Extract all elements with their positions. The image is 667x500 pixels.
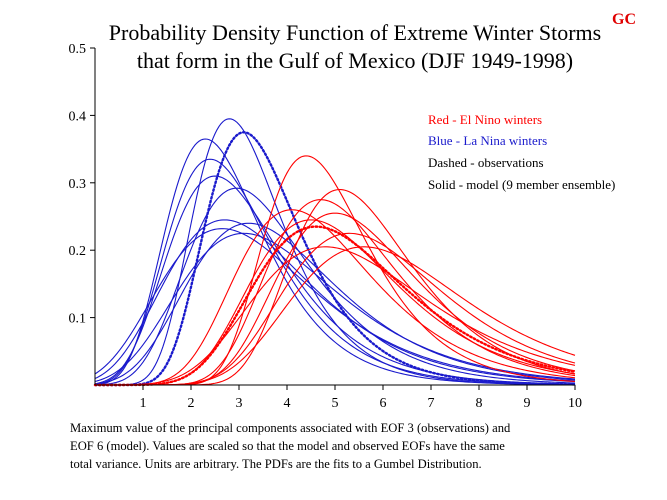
series-la-nina-model-9 xyxy=(94,228,576,382)
x-tick-label-8: 8 xyxy=(476,396,483,411)
series-la-nina-model-6 xyxy=(94,219,576,383)
x-tick-label-2: 2 xyxy=(188,396,195,411)
caption-line-3: total variance. Units are arbitrary. The… xyxy=(70,457,482,471)
series-el-nino-model-6 xyxy=(95,219,576,386)
chart-title-line-2: that form in the Gulf of Mexico (DJF 194… xyxy=(137,48,573,73)
y-tick-label-0.1: 0.1 xyxy=(69,312,87,327)
series-la-nina-model-2 xyxy=(95,118,576,386)
x-tick-label-1: 1 xyxy=(140,396,147,411)
series-la-nina-observed xyxy=(93,131,577,387)
y-tick-label-0.5: 0.5 xyxy=(69,42,87,57)
caption-line-1: Maximum value of the principal component… xyxy=(70,421,511,435)
x-tick-label-7: 7 xyxy=(428,396,435,411)
chart-title-line-1: Probability Density Function of Extreme … xyxy=(109,20,601,45)
legend-la-nina: Blue - La Nina winters xyxy=(428,133,547,148)
series-el-nino-model-8 xyxy=(95,246,576,386)
chart: 1 2 3 4 5 6 7 8 9 10 0.1 0.2 0.3 0.4 0.5 Probability D… xyxy=(69,11,637,411)
x-tick-label-3: 3 xyxy=(236,396,243,411)
legend: Red - El Nino winters Blue - La Nina win… xyxy=(428,112,615,192)
caption-line-2: EOF 6 (model). Values are scaled so that… xyxy=(70,439,505,453)
x-tick-label-6: 6 xyxy=(380,396,387,411)
x-tick-label-5: 5 xyxy=(332,396,339,411)
legend-dashed: Dashed - observations xyxy=(428,155,544,170)
y-tick-label-0.4: 0.4 xyxy=(69,109,87,124)
legend-solid: Solid - model (9 member ensemble) xyxy=(428,177,615,192)
figure-caption: Maximum value of the principal component… xyxy=(70,419,630,473)
y-tick-label-0.2: 0.2 xyxy=(69,244,87,259)
series-la-nina-model-1 xyxy=(94,138,576,386)
x-tick-label-4: 4 xyxy=(284,396,291,411)
axis-ticks: 1 2 3 4 5 6 7 8 9 10 0.1 0.2 0.3 0.4 0.5 xyxy=(69,42,583,411)
series-el-nino-observed xyxy=(93,225,577,387)
series-la-nina-model-7 xyxy=(94,222,576,385)
x-tick-label-9: 9 xyxy=(524,396,531,411)
gc-badge: GC xyxy=(612,11,636,28)
legend-el-nino: Red - El Nino winters xyxy=(428,112,542,127)
y-tick-label-0.3: 0.3 xyxy=(69,177,87,192)
x-tick-label-10: 10 xyxy=(568,396,582,411)
